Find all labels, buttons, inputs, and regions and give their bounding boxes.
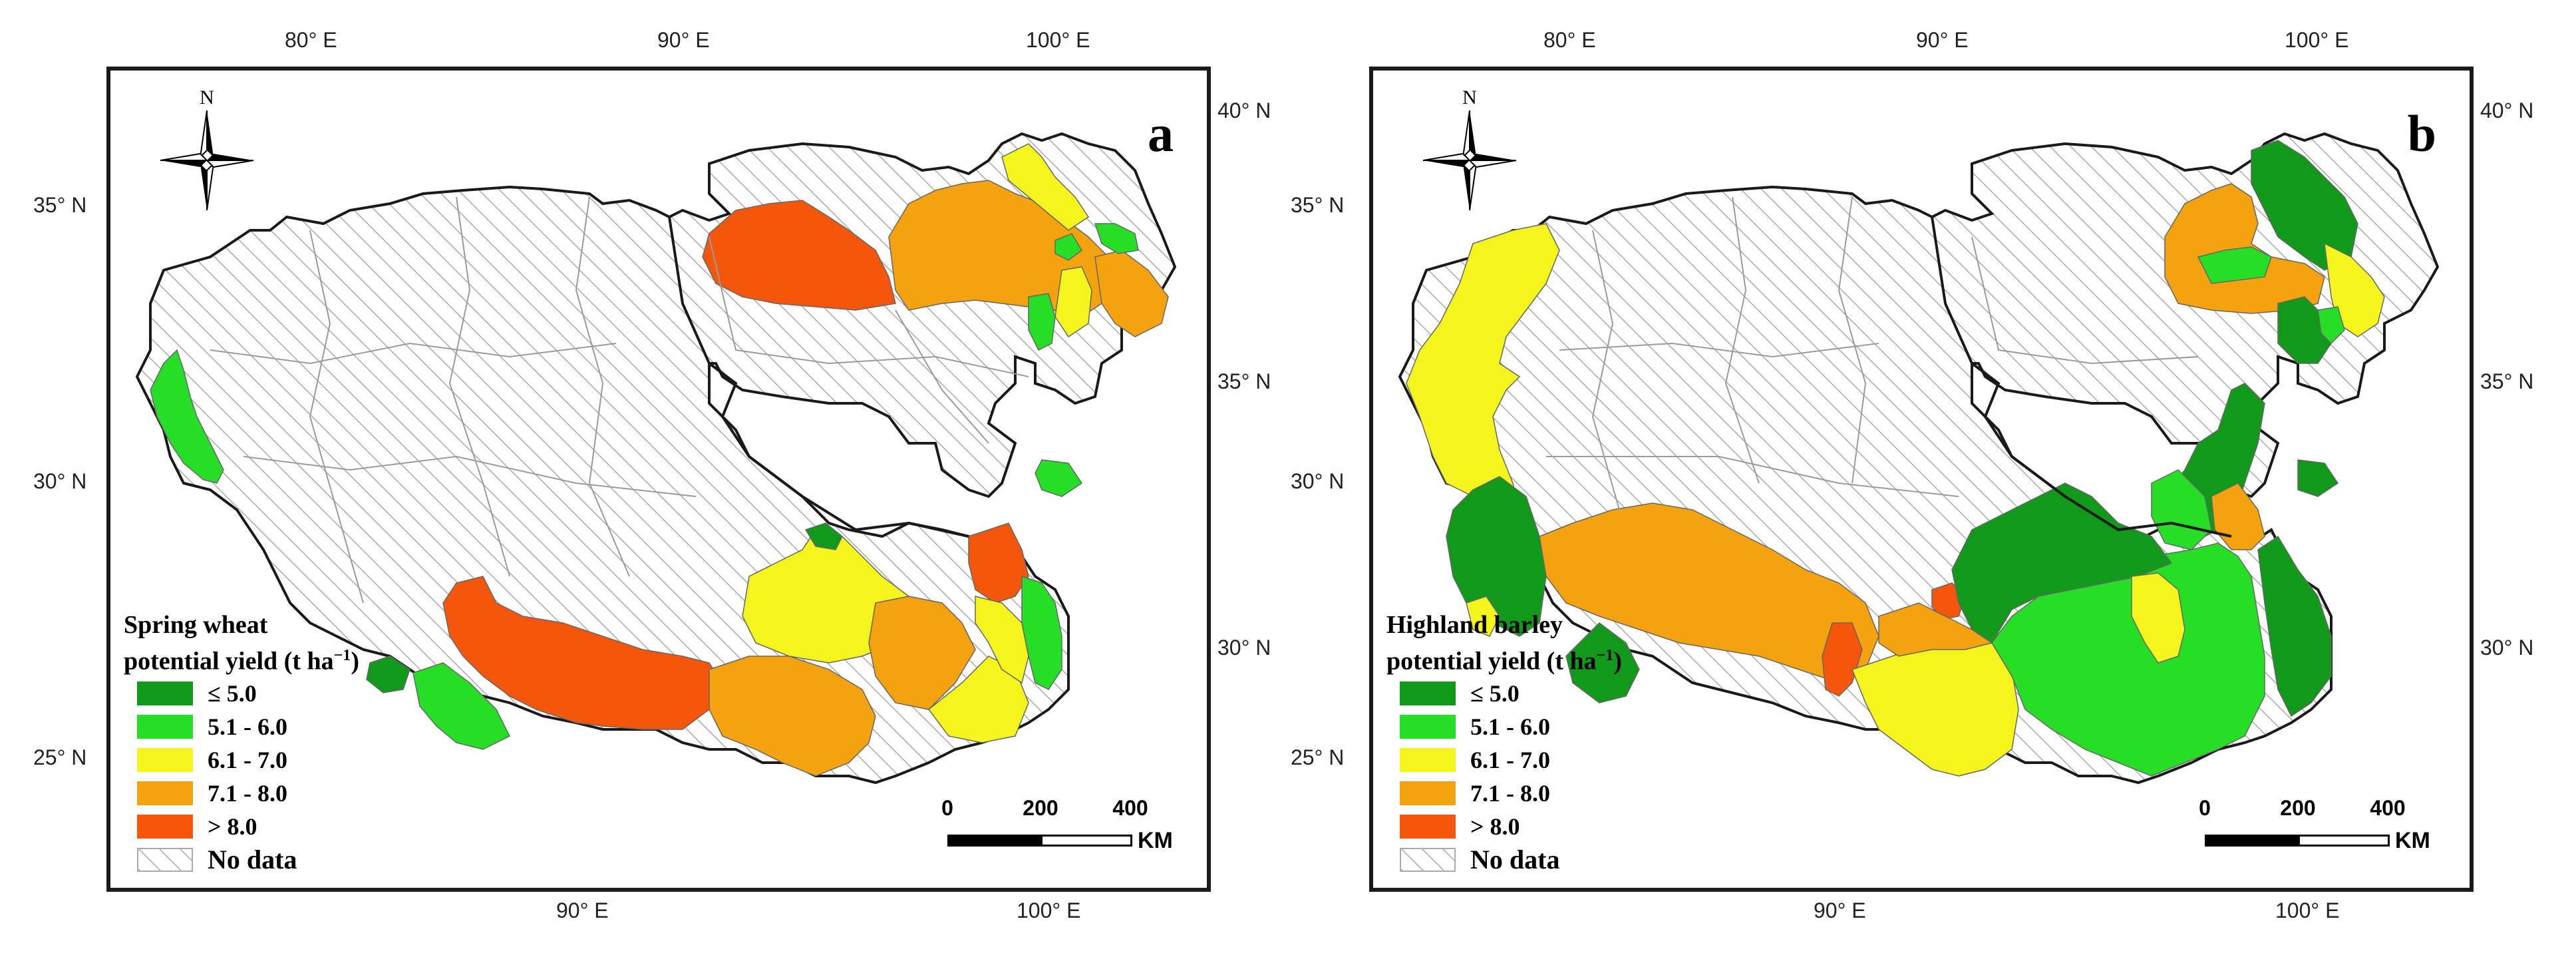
region-6-7 — [1466, 596, 1500, 637]
region-5-6 — [1054, 233, 1082, 261]
lon-label-top: 90° E — [657, 28, 710, 52]
region-6-7 — [1001, 143, 1090, 231]
region-le5 — [1446, 476, 1547, 637]
lon-label-top: 90° E — [1916, 28, 1969, 52]
legend-item: 7.1 - 8.0 — [1386, 777, 1622, 810]
svg-text:N: N — [1462, 87, 1477, 108]
plateau-map-a — [135, 132, 1177, 785]
scale-tick: 200 — [2280, 796, 2316, 820]
region-7-8 — [1878, 602, 1993, 657]
scale-unit: KM — [2395, 828, 2430, 853]
plateau-map-b — [1398, 132, 2440, 785]
scale-unit: KM — [1138, 828, 1173, 853]
region-7-8 — [1539, 502, 1879, 683]
legend-title-line2: potential yield (t ha−1) — [1386, 647, 1622, 675]
legend-title-line2: potential yield (t ha−1) — [124, 647, 359, 675]
legend-item: 6.1 - 7.0 — [1386, 743, 1622, 777]
lon-label-bottom: 90° E — [556, 898, 609, 922]
lat-label-left: 35° N — [1291, 193, 1345, 217]
lat-label-left: 30° N — [1291, 469, 1345, 493]
lat-label-right: 30° N — [1217, 636, 1271, 660]
legend-title-line1: Spring wheat — [124, 611, 268, 639]
county-boundaries — [1546, 196, 2199, 510]
lat-label-left: 35° N — [33, 193, 87, 217]
scale-tick: 200 — [1023, 796, 1058, 820]
legend-item: 6.1 - 7.0 — [124, 743, 359, 777]
lon-label-bottom: 100° E — [2275, 898, 2340, 922]
region-le5 — [1951, 482, 2173, 644]
scale-bar: 0 200 400 KM — [941, 796, 1194, 869]
panel-letter: a — [1148, 104, 1174, 162]
map-legend: Spring wheat potential yield (t ha−1) ≤ … — [124, 610, 359, 876]
legend-item: > 8.0 — [1386, 810, 1622, 843]
region-5-6 — [1028, 293, 1056, 351]
legend-item: 5.1 - 6.0 — [124, 710, 359, 743]
lat-label-right: 40° N — [1217, 98, 1271, 122]
lat-label-left: 25° N — [33, 745, 87, 769]
region-6-7 — [927, 656, 1029, 743]
lat-label-left: 30° N — [33, 469, 87, 493]
legend-item: 7.1 - 8.0 — [124, 777, 359, 810]
legend-item: > 8.0 — [124, 810, 359, 843]
lon-label-top: 100° E — [1026, 28, 1090, 52]
lat-label-right: 35° N — [1217, 369, 1271, 393]
region-5-6 — [150, 349, 224, 484]
legend-item: ≤ 5.0 — [1386, 677, 1622, 710]
legend-item: 5.1 - 6.0 — [1386, 710, 1622, 743]
qinghai-border — [668, 216, 969, 538]
region-6-7 — [2131, 572, 2185, 664]
county-boundaries — [210, 196, 1029, 604]
region-le5 — [2257, 535, 2332, 717]
north-arrow-icon: N — [1422, 87, 1517, 211]
map-panel-b: N b Highland barley potential yield (t h… — [1369, 67, 2474, 892]
map-legend: Highland barley potential yield (t ha−1)… — [1386, 610, 1622, 876]
region-le5 — [366, 656, 410, 693]
region-le5 — [1565, 622, 1640, 703]
lon-label-top: 80° E — [1543, 28, 1596, 52]
qinghai-border — [1931, 216, 2232, 538]
region-5-6 — [2317, 306, 2345, 345]
map-panel-a: N a Spring wheat potential yield (t ha−1… — [106, 67, 1211, 892]
region-7-8 — [1094, 250, 1169, 337]
legend-item-no-data: No data — [1386, 843, 1622, 876]
svg-text:N: N — [200, 87, 214, 108]
scale-tick: 0 — [2199, 796, 2211, 820]
lon-label-bottom: 90° E — [1814, 898, 1866, 922]
lon-label-bottom: 100° E — [1017, 898, 1081, 922]
region-5-6 — [1035, 459, 1083, 497]
region-le5 — [804, 522, 843, 550]
lon-label-top: 100° E — [2285, 28, 2349, 52]
region-le5 — [2297, 459, 2339, 497]
region-5-6 — [2197, 246, 2272, 284]
scale-tick: 0 — [941, 796, 953, 820]
region-gt8 — [1822, 622, 1863, 697]
scale-tick: 400 — [2370, 796, 2406, 820]
scale-tick: 400 — [1112, 796, 1148, 820]
scale-bar: 0 200 400 KM — [2198, 796, 2451, 869]
lat-label-right: 40° N — [2480, 98, 2534, 122]
panel-letter: b — [2407, 104, 2436, 162]
lat-label-right: 30° N — [2480, 636, 2534, 660]
region-5-6 — [412, 662, 511, 750]
legend-item-no-data: No data — [124, 843, 359, 876]
north-arrow-icon: N — [160, 87, 254, 211]
region-5-6 — [1021, 575, 1062, 690]
lat-label-right: 35° N — [2480, 369, 2534, 393]
region-6-7 — [975, 596, 1029, 684]
legend-title-line1: Highland barley — [1386, 611, 1563, 639]
region-7-8 — [709, 656, 876, 777]
lon-label-top: 80° E — [285, 28, 337, 52]
region-6-7 — [1406, 223, 1560, 517]
region-gt8 — [702, 200, 896, 311]
region-7-8 — [868, 596, 976, 710]
legend-item: ≤ 5.0 — [124, 677, 359, 710]
region-5-6 — [1094, 223, 1139, 254]
lat-label-left: 25° N — [1291, 745, 1345, 769]
